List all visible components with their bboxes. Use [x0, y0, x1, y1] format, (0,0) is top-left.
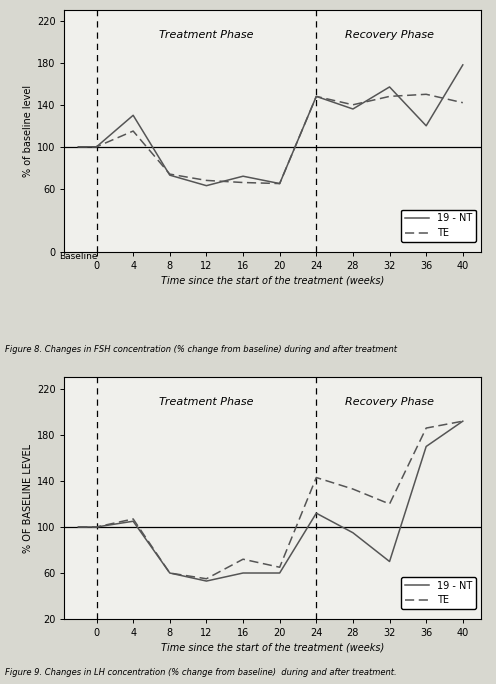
X-axis label: Time since the start of the treatment (weeks): Time since the start of the treatment (w… — [161, 275, 384, 285]
Legend: 19 - NT, TE: 19 - NT, TE — [401, 577, 476, 609]
Text: Recovery Phase: Recovery Phase — [345, 397, 434, 407]
Text: Baseline: Baseline — [59, 252, 98, 261]
Text: Figure 9. Changes in LH concentration (% change from baseline)  during and after: Figure 9. Changes in LH concentration (%… — [5, 668, 397, 677]
Legend: 19 - NT, TE: 19 - NT, TE — [401, 209, 476, 242]
Text: Figure 8. Changes in FSH concentration (% change from baseline) during and after: Figure 8. Changes in FSH concentration (… — [5, 345, 397, 354]
Text: Recovery Phase: Recovery Phase — [345, 29, 434, 40]
Text: Treatment Phase: Treatment Phase — [159, 397, 253, 407]
X-axis label: Time since the start of the treatment (weeks): Time since the start of the treatment (w… — [161, 642, 384, 653]
Y-axis label: % of baseline level: % of baseline level — [23, 85, 33, 177]
Text: Treatment Phase: Treatment Phase — [159, 29, 253, 40]
Y-axis label: % OF BASELINE LEVEL: % OF BASELINE LEVEL — [23, 444, 33, 553]
